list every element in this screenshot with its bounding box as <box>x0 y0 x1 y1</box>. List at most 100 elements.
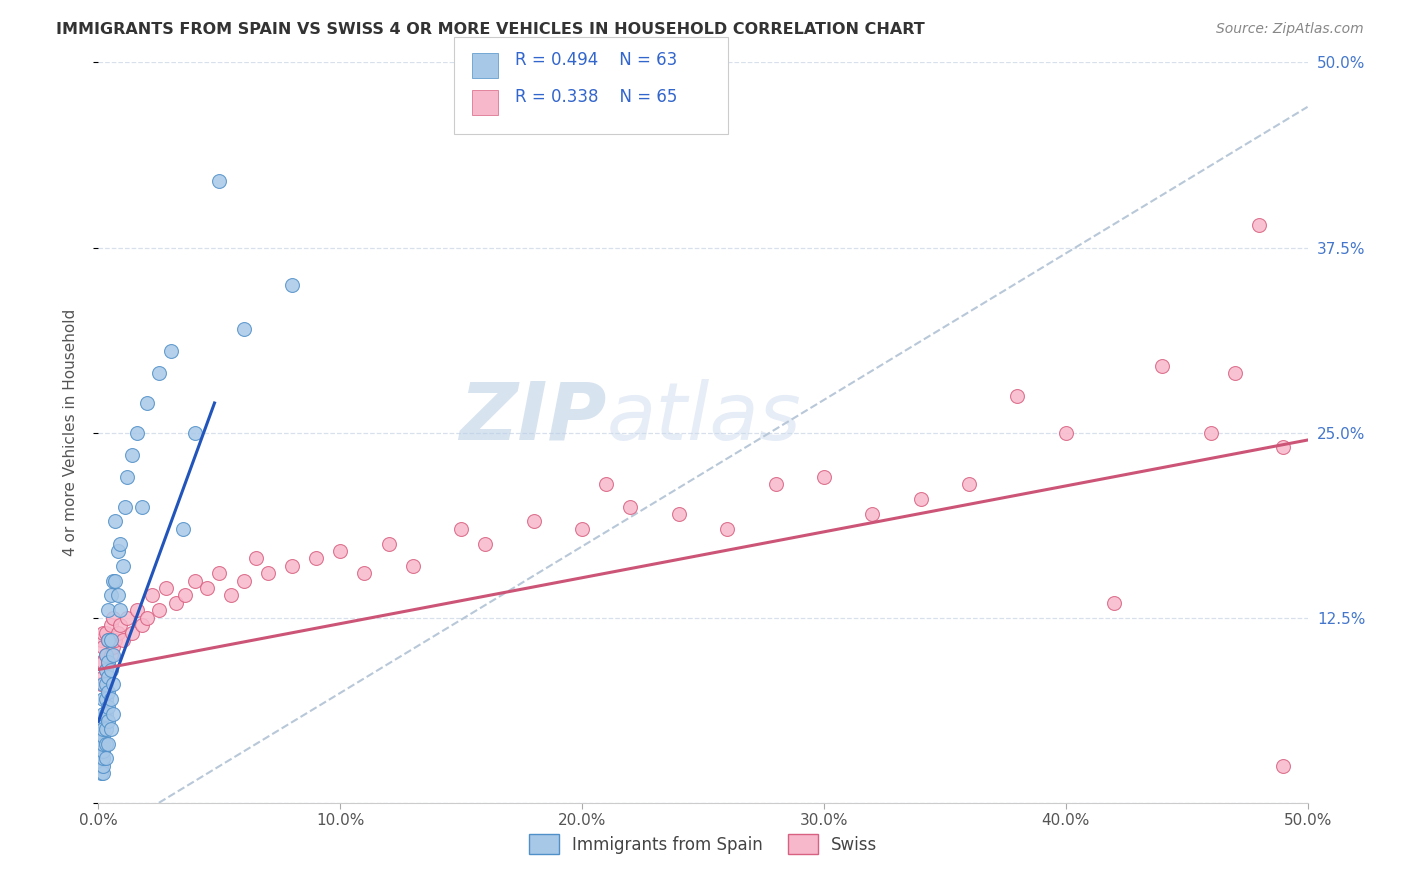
Point <box>131 618 153 632</box>
Text: R = 0.338    N = 65: R = 0.338 N = 65 <box>515 88 676 106</box>
Point <box>165 596 187 610</box>
Point <box>90 737 112 751</box>
Point <box>523 515 546 529</box>
Point <box>101 706 124 721</box>
Point <box>716 522 738 536</box>
Point <box>97 655 120 669</box>
Point <box>94 663 117 677</box>
Point <box>104 515 127 529</box>
Point <box>160 344 183 359</box>
Point <box>97 737 120 751</box>
Point <box>135 610 157 624</box>
Point <box>97 655 120 669</box>
Point <box>90 766 112 780</box>
Point <box>91 722 114 736</box>
Point <box>108 536 131 550</box>
Point <box>353 566 375 581</box>
Point <box>114 500 136 514</box>
Point <box>108 618 131 632</box>
Point <box>1199 425 1222 440</box>
Point <box>91 758 114 772</box>
Point <box>111 558 134 573</box>
Point <box>91 625 114 640</box>
Point <box>91 744 114 758</box>
Point <box>94 737 117 751</box>
Point <box>97 603 120 617</box>
Point <box>100 632 122 647</box>
Point <box>813 470 835 484</box>
Y-axis label: 4 or more Vehicles in Household: 4 or more Vehicles in Household <box>63 309 77 557</box>
Point <box>100 618 122 632</box>
Point <box>117 610 139 624</box>
Point <box>131 500 153 514</box>
Text: R = 0.494    N = 63: R = 0.494 N = 63 <box>515 51 676 69</box>
Point <box>91 640 114 655</box>
Point <box>91 706 114 721</box>
Text: atlas: atlas <box>606 379 801 457</box>
Point <box>94 751 117 765</box>
Point <box>90 758 112 772</box>
Point <box>90 722 112 736</box>
Point <box>97 632 120 647</box>
Point <box>94 706 117 721</box>
Point <box>94 692 117 706</box>
Point <box>474 536 496 550</box>
Point <box>91 737 114 751</box>
Point <box>245 551 267 566</box>
Point <box>208 174 231 188</box>
Point <box>117 470 139 484</box>
Point <box>910 492 932 507</box>
Point <box>595 477 617 491</box>
Point <box>111 632 134 647</box>
Point <box>90 744 112 758</box>
Point <box>1152 359 1174 373</box>
Point <box>90 677 112 691</box>
Point <box>450 522 472 536</box>
Point <box>94 648 117 662</box>
Point <box>1007 388 1029 402</box>
Point <box>860 507 883 521</box>
Point <box>1223 367 1246 381</box>
Point <box>305 551 328 566</box>
Point <box>107 589 129 603</box>
Point <box>100 722 122 736</box>
Point <box>90 751 112 765</box>
Point <box>91 677 114 691</box>
Point <box>107 625 129 640</box>
Point <box>127 425 149 440</box>
Point <box>94 722 117 736</box>
Point <box>619 500 641 514</box>
Point <box>91 766 114 780</box>
Point <box>90 655 112 669</box>
Point <box>208 566 231 581</box>
Point <box>91 670 114 684</box>
Point <box>101 677 124 691</box>
Point <box>100 648 122 662</box>
Point <box>97 670 120 684</box>
Point <box>94 648 117 662</box>
Point <box>121 625 143 640</box>
Point <box>90 729 112 743</box>
Point <box>101 574 124 588</box>
Text: Source: ZipAtlas.com: Source: ZipAtlas.com <box>1216 22 1364 37</box>
Point <box>184 425 207 440</box>
Point <box>121 448 143 462</box>
Point <box>1272 758 1295 772</box>
Point <box>957 477 980 491</box>
Point <box>571 522 593 536</box>
Point <box>100 692 122 706</box>
Point <box>91 692 114 706</box>
Point <box>281 558 304 573</box>
Point <box>668 507 690 521</box>
Point <box>174 589 197 603</box>
Point <box>90 714 112 729</box>
Point <box>100 663 122 677</box>
Point <box>91 655 114 669</box>
Text: ZIP: ZIP <box>458 379 606 457</box>
Point <box>256 566 278 581</box>
Point <box>1272 441 1295 455</box>
Point <box>97 699 120 714</box>
Point <box>97 714 120 729</box>
Point <box>281 277 304 292</box>
Point <box>91 729 114 743</box>
